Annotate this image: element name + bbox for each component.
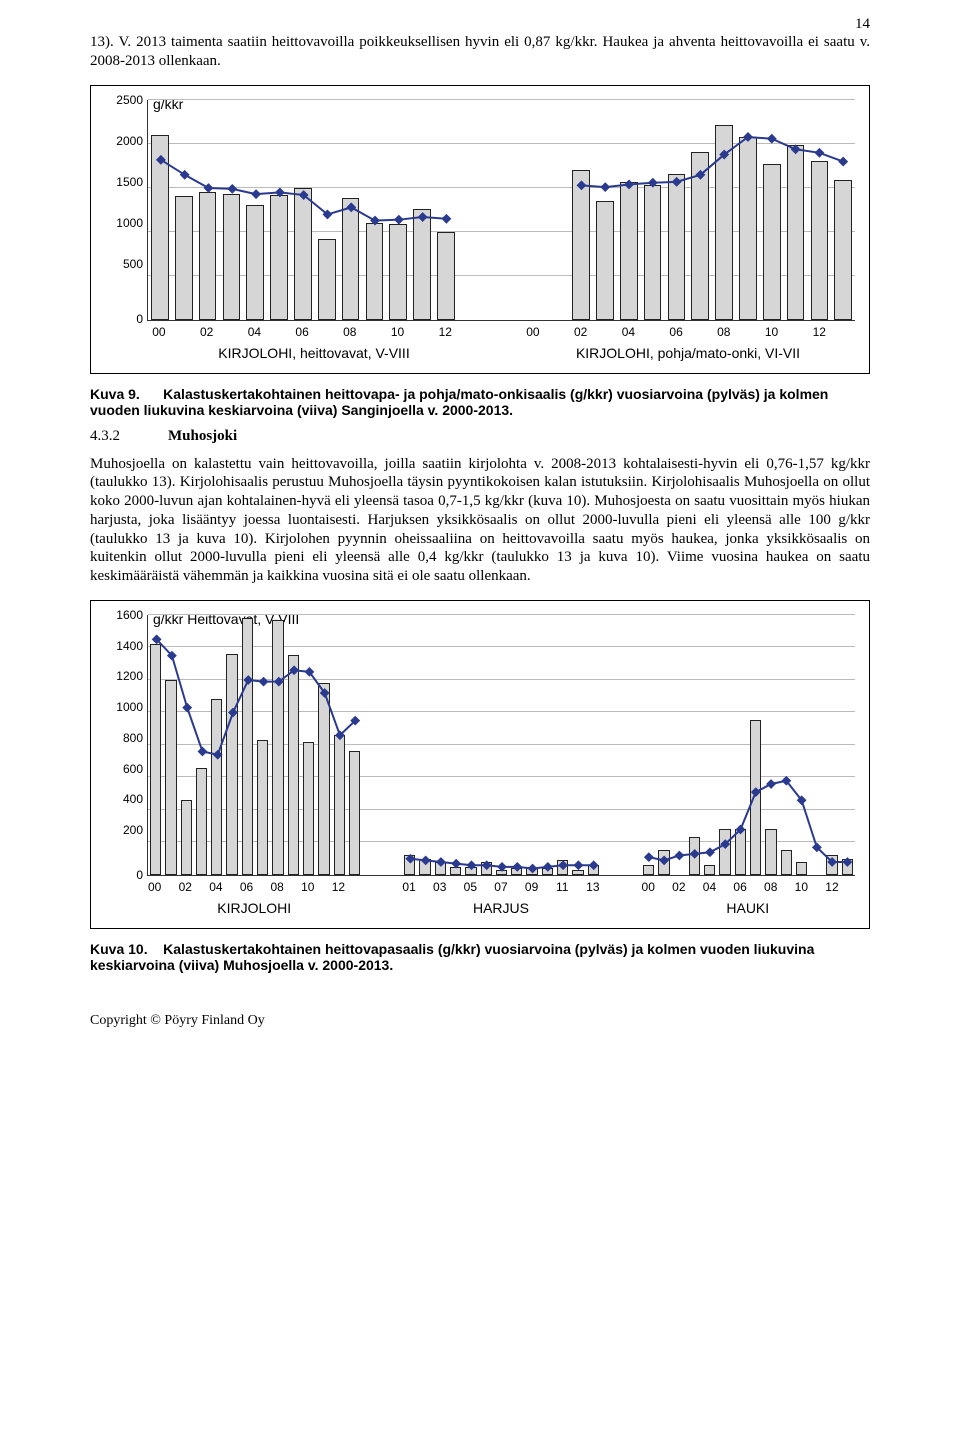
caption-kuva9: Kuva 9. Kalastuskertakohtainen heittovap… (90, 386, 870, 418)
section-title: Muhosjoki (168, 428, 237, 445)
caption-kuva10-text: Kalastuskertakohtainen heittovapasaalis … (90, 941, 814, 973)
caption-kuva10: Kuva 10. Kalastuskertakohtainen heittova… (90, 941, 870, 973)
caption-kuva10-label: Kuva 10. (90, 941, 148, 957)
chart-kuva10-box: 16001400120010008006004002000g/kkr Heitt… (90, 600, 870, 929)
body-paragraph: Muhosjoella on kalastettu vain heittovav… (90, 455, 870, 586)
footer-copyright: Copyright © Pöyry Finland Oy (90, 1013, 870, 1029)
intro-paragraph: 13). V. 2013 taimenta saatiin heittovavo… (90, 33, 870, 71)
chart-kuva9-box: 25002000150010005000g/kkr00·02·04·06·08·… (90, 85, 870, 374)
caption-kuva9-text: Kalastuskertakohtainen heittovapa- ja po… (90, 386, 828, 418)
chart-kuva9: 25002000150010005000g/kkr00·02·04·06·08·… (105, 100, 855, 361)
chart-kuva10: 16001400120010008006004002000g/kkr Heitt… (105, 615, 855, 916)
section-number: 4.3.2 (90, 428, 120, 445)
section-heading-4-3-2: 4.3.2 Muhosjoki (90, 428, 870, 445)
page-number: 14 (90, 16, 870, 33)
caption-kuva9-label: Kuva 9. (90, 386, 140, 402)
